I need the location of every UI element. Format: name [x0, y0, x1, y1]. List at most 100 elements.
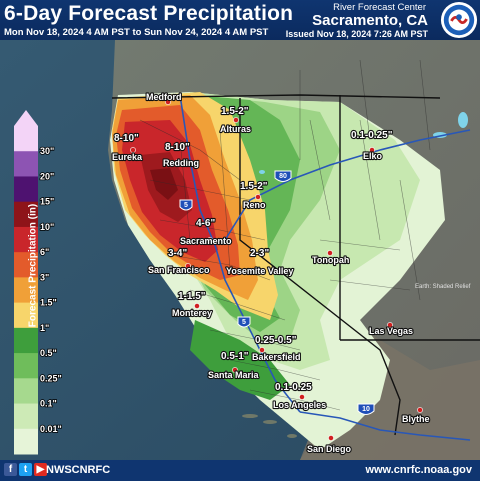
amount-label: 8-10" — [114, 133, 139, 144]
amount-label: 4-6" — [196, 218, 215, 229]
amount-labels: 8-10" 8-10" 1.5-2" 0.1-0.25" 1.5-2" 4-6"… — [113, 105, 394, 394]
city-label: Eureka — [112, 152, 143, 162]
issued-time: Issued Nov 18, 2024 7:26 AM PST — [285, 29, 428, 39]
legend-level-label: 10" — [40, 222, 54, 232]
legend-arrow-icon — [14, 110, 38, 126]
city-label: Los Angeles — [273, 400, 326, 410]
interstate-highways — [179, 94, 471, 441]
legend-title: Forecast Precipitation (in) — [27, 203, 39, 328]
city-dot — [194, 303, 200, 309]
legend-level-label: 1" — [40, 323, 49, 333]
legend-swatch — [14, 176, 38, 203]
city-label: Alturas — [220, 124, 251, 134]
website-link[interactable]: www.cnrfc.noaa.gov — [365, 464, 472, 476]
amount-label: 0.25-0.5" — [255, 335, 297, 346]
county-lines — [139, 59, 431, 411]
amount-label: 1.5-2" — [221, 106, 249, 117]
twitter-icon[interactable]: t — [19, 463, 32, 476]
legend-level-label: 1.5" — [40, 298, 57, 308]
amount-label: 3-4" — [168, 248, 187, 259]
header-bar: 6-Day Forecast Precipitation Mon Nov 18,… — [0, 0, 480, 40]
city-label: Sacramento — [180, 236, 232, 246]
city-dot — [387, 322, 393, 328]
forecast-period: Mon Nov 18, 2024 4 AM PST to Sun Nov 24,… — [4, 27, 269, 38]
channel-island — [287, 434, 297, 438]
city-label: San Diego — [307, 444, 352, 454]
legend-swatch — [14, 201, 38, 228]
legend-swatch — [14, 353, 38, 379]
svg-text:10: 10 — [362, 406, 370, 413]
amount-label: 0.1-0.25 — [275, 382, 312, 393]
city-dot — [299, 394, 305, 400]
basemap-credit: Earth: Shaded Relief — [415, 284, 471, 290]
legend-level-label: 3" — [40, 272, 49, 282]
legend-swatch — [14, 226, 38, 253]
city-dot — [417, 407, 423, 413]
facebook-icon[interactable]: f — [4, 463, 17, 476]
page-title: 6-Day Forecast Precipitation — [4, 2, 294, 25]
precip-band-1-south — [190, 320, 290, 400]
city-dot — [327, 250, 333, 256]
legend-level-label: 0.1" — [40, 399, 57, 409]
office-city: Sacramento, CA — [312, 12, 428, 29]
social-handle[interactable]: NWSCNRFC — [46, 464, 111, 476]
legend-level-label: 6" — [40, 247, 49, 257]
city-dot — [207, 237, 213, 243]
office-name: River Forecast Center — [333, 2, 426, 13]
legend-swatch — [14, 151, 38, 177]
svg-text:80: 80 — [279, 173, 287, 180]
svg-text:5: 5 — [242, 319, 246, 326]
city-label: Redding — [163, 158, 199, 168]
interstate-shield-icon: 10 — [357, 403, 375, 415]
city-dot — [232, 367, 238, 373]
city-dot — [185, 263, 191, 269]
channel-island — [242, 414, 258, 418]
city-dot — [255, 269, 261, 275]
city-dot — [369, 147, 375, 153]
amount-label: 0.1-0.25" — [351, 130, 393, 141]
state-borders — [111, 94, 480, 436]
city-label: Monterey — [172, 308, 212, 318]
youtube-icon[interactable]: ▶ — [34, 463, 47, 476]
city-label: Tonopah — [312, 255, 349, 265]
nws-logo-icon — [440, 1, 478, 39]
city-dot — [328, 435, 334, 441]
legend-swatch — [14, 302, 38, 329]
legend-level-label: 15" — [40, 197, 54, 207]
city-label: Blythe — [402, 414, 430, 424]
legend-swatch — [14, 428, 38, 455]
legend-swatch — [14, 403, 38, 430]
interstate-shield-icon: 80 — [274, 170, 292, 182]
legend: 30" 20" 15" 10" 6" 3" 1.5" 1" 0.5" 0.25" 0.1" 0.01" — [14, 110, 63, 455]
legend-level-label: 0.01" — [40, 424, 62, 434]
highway-shields: 80 5 5 10 — [179, 170, 375, 415]
city-label: Reno — [243, 200, 266, 210]
city-label: Bakersfield — [252, 352, 301, 362]
legend-level-label: 0.5" — [40, 348, 57, 358]
interstate-shield-icon: 5 — [179, 199, 193, 211]
amount-label: 8-10" — [165, 142, 190, 153]
city-label: Elko — [363, 151, 383, 161]
legend-level-label: 0.25" — [40, 373, 62, 383]
amount-label: 0.5-1" — [221, 351, 249, 362]
city-markers — [130, 99, 423, 441]
city-dot — [175, 159, 181, 165]
amount-label: 1-1.5" — [178, 291, 206, 302]
amount-label: 2-3" — [250, 248, 269, 259]
precipitation-map: 80 5 5 10 — [0, 40, 480, 460]
city-label: Santa Maria — [208, 370, 260, 380]
interstate-shield-icon: 5 — [237, 316, 251, 328]
svg-text:5: 5 — [184, 202, 188, 209]
social-links: f t ▶ — [4, 463, 47, 476]
city-dot — [130, 147, 136, 153]
legend-swatch — [14, 378, 38, 405]
city-dot — [233, 117, 239, 123]
legend-swatch — [14, 327, 38, 354]
precip-band-20 — [150, 168, 178, 200]
lake — [458, 112, 468, 128]
city-label: Las Vegas — [369, 326, 413, 336]
city-dot — [255, 194, 261, 200]
city-labels: Medford Alturas Eureka Redding Elko Reno… — [111, 91, 431, 455]
legend-swatch — [14, 126, 38, 152]
